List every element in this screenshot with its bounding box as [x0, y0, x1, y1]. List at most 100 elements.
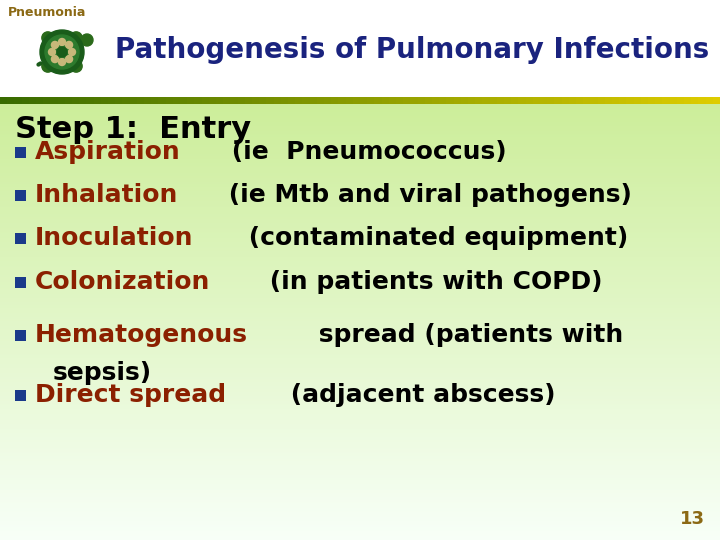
- Text: Pathogenesis of Pulmonary Infections: Pathogenesis of Pulmonary Infections: [115, 36, 709, 64]
- FancyBboxPatch shape: [0, 289, 720, 291]
- FancyBboxPatch shape: [382, 97, 390, 104]
- Text: sepsis): sepsis): [53, 361, 152, 385]
- FancyBboxPatch shape: [15, 329, 26, 341]
- FancyBboxPatch shape: [0, 377, 720, 379]
- FancyBboxPatch shape: [533, 97, 541, 104]
- Text: (adjacent abscess): (adjacent abscess): [282, 383, 555, 407]
- Text: Direct spread: Direct spread: [35, 383, 226, 407]
- FancyBboxPatch shape: [0, 536, 720, 537]
- FancyBboxPatch shape: [367, 97, 375, 104]
- FancyBboxPatch shape: [0, 106, 720, 107]
- FancyBboxPatch shape: [0, 521, 720, 522]
- FancyBboxPatch shape: [0, 384, 720, 386]
- FancyBboxPatch shape: [0, 172, 720, 173]
- FancyBboxPatch shape: [0, 163, 720, 165]
- FancyBboxPatch shape: [209, 97, 217, 104]
- FancyBboxPatch shape: [0, 179, 720, 181]
- FancyBboxPatch shape: [15, 233, 26, 244]
- FancyBboxPatch shape: [0, 255, 720, 257]
- FancyBboxPatch shape: [15, 389, 26, 401]
- FancyBboxPatch shape: [0, 160, 720, 161]
- FancyBboxPatch shape: [79, 97, 87, 104]
- FancyBboxPatch shape: [158, 97, 166, 104]
- Circle shape: [45, 35, 79, 69]
- FancyBboxPatch shape: [0, 478, 720, 480]
- FancyBboxPatch shape: [0, 468, 720, 470]
- FancyBboxPatch shape: [0, 220, 720, 222]
- Circle shape: [48, 49, 55, 56]
- FancyBboxPatch shape: [0, 132, 720, 134]
- FancyBboxPatch shape: [0, 291, 720, 292]
- FancyBboxPatch shape: [0, 257, 720, 259]
- FancyBboxPatch shape: [0, 145, 720, 147]
- FancyBboxPatch shape: [0, 519, 720, 521]
- FancyBboxPatch shape: [0, 423, 720, 424]
- FancyBboxPatch shape: [0, 408, 720, 409]
- FancyBboxPatch shape: [0, 431, 720, 433]
- FancyBboxPatch shape: [0, 242, 720, 244]
- FancyBboxPatch shape: [0, 231, 720, 232]
- FancyBboxPatch shape: [173, 97, 181, 104]
- FancyBboxPatch shape: [0, 150, 720, 151]
- FancyBboxPatch shape: [0, 461, 720, 462]
- FancyBboxPatch shape: [0, 343, 720, 345]
- FancyBboxPatch shape: [0, 300, 720, 301]
- FancyBboxPatch shape: [0, 206, 720, 207]
- FancyBboxPatch shape: [101, 97, 109, 104]
- FancyBboxPatch shape: [36, 97, 44, 104]
- FancyBboxPatch shape: [0, 171, 720, 172]
- FancyBboxPatch shape: [0, 405, 720, 407]
- FancyBboxPatch shape: [0, 249, 720, 251]
- FancyBboxPatch shape: [0, 389, 720, 390]
- FancyBboxPatch shape: [0, 475, 720, 477]
- FancyBboxPatch shape: [0, 103, 720, 104]
- FancyBboxPatch shape: [0, 465, 720, 467]
- FancyBboxPatch shape: [0, 273, 720, 274]
- FancyBboxPatch shape: [0, 505, 720, 507]
- FancyBboxPatch shape: [670, 97, 678, 104]
- FancyBboxPatch shape: [0, 112, 720, 113]
- FancyBboxPatch shape: [0, 159, 720, 160]
- FancyBboxPatch shape: [0, 514, 720, 515]
- Circle shape: [58, 38, 66, 45]
- FancyBboxPatch shape: [0, 430, 720, 431]
- FancyBboxPatch shape: [655, 97, 663, 104]
- FancyBboxPatch shape: [0, 486, 720, 487]
- FancyBboxPatch shape: [0, 97, 8, 104]
- FancyBboxPatch shape: [216, 97, 224, 104]
- FancyBboxPatch shape: [0, 301, 720, 302]
- FancyBboxPatch shape: [648, 97, 656, 104]
- FancyBboxPatch shape: [0, 138, 720, 140]
- FancyBboxPatch shape: [446, 97, 454, 104]
- FancyBboxPatch shape: [0, 360, 720, 361]
- FancyBboxPatch shape: [0, 424, 720, 426]
- FancyBboxPatch shape: [0, 495, 720, 496]
- FancyBboxPatch shape: [0, 380, 720, 382]
- FancyBboxPatch shape: [0, 259, 720, 260]
- FancyBboxPatch shape: [619, 97, 627, 104]
- FancyBboxPatch shape: [0, 223, 720, 225]
- FancyBboxPatch shape: [0, 239, 720, 241]
- FancyBboxPatch shape: [202, 97, 210, 104]
- FancyBboxPatch shape: [0, 527, 720, 528]
- Circle shape: [58, 58, 66, 65]
- FancyBboxPatch shape: [266, 97, 274, 104]
- FancyBboxPatch shape: [0, 530, 720, 531]
- FancyBboxPatch shape: [0, 235, 720, 237]
- FancyBboxPatch shape: [0, 314, 720, 315]
- FancyBboxPatch shape: [0, 182, 720, 184]
- FancyBboxPatch shape: [0, 442, 720, 443]
- FancyBboxPatch shape: [0, 253, 720, 254]
- FancyBboxPatch shape: [0, 137, 720, 138]
- FancyBboxPatch shape: [360, 97, 368, 104]
- FancyBboxPatch shape: [338, 97, 346, 104]
- FancyBboxPatch shape: [0, 329, 720, 330]
- FancyBboxPatch shape: [0, 244, 720, 245]
- FancyBboxPatch shape: [0, 364, 720, 366]
- FancyBboxPatch shape: [0, 225, 720, 226]
- FancyBboxPatch shape: [324, 97, 332, 104]
- FancyBboxPatch shape: [706, 97, 714, 104]
- FancyBboxPatch shape: [295, 97, 303, 104]
- FancyBboxPatch shape: [230, 97, 238, 104]
- FancyBboxPatch shape: [0, 204, 720, 206]
